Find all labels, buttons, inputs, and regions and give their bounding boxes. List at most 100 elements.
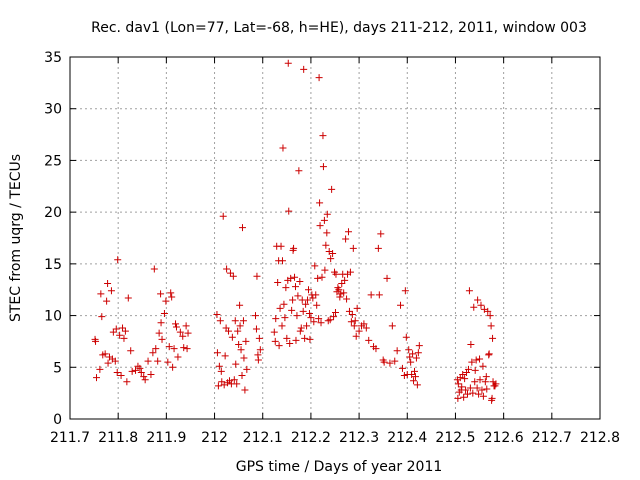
data-point bbox=[412, 354, 420, 362]
data-point bbox=[233, 380, 241, 388]
data-point bbox=[485, 350, 493, 358]
data-point bbox=[98, 313, 106, 321]
data-point bbox=[287, 274, 295, 282]
data-point bbox=[470, 303, 478, 311]
data-point bbox=[342, 235, 350, 243]
data-point bbox=[472, 356, 480, 364]
x-tick-label: 212.7 bbox=[532, 430, 572, 446]
plot-frame bbox=[69, 56, 601, 420]
data-point bbox=[147, 371, 155, 379]
data-point bbox=[304, 296, 312, 304]
x-tick-label: 212.3 bbox=[339, 430, 379, 446]
data-point bbox=[172, 323, 180, 331]
data-point bbox=[386, 359, 394, 367]
data-point bbox=[483, 385, 491, 393]
x-tick-label: 212.5 bbox=[435, 430, 475, 446]
data-point bbox=[345, 307, 353, 315]
data-point bbox=[124, 294, 132, 302]
x-tick-label: 212.6 bbox=[484, 430, 524, 446]
data-point bbox=[320, 216, 328, 224]
data-point bbox=[458, 383, 466, 391]
data-point bbox=[239, 317, 247, 325]
data-point bbox=[292, 336, 300, 344]
data-point bbox=[283, 334, 291, 342]
data-point bbox=[338, 280, 346, 288]
data-point bbox=[476, 355, 484, 363]
data-point bbox=[335, 286, 343, 294]
data-point bbox=[123, 378, 131, 386]
data-point bbox=[464, 365, 472, 373]
data-point bbox=[324, 317, 332, 325]
data-point bbox=[157, 319, 165, 327]
y-tick-label: 10 bbox=[44, 309, 62, 325]
data-point bbox=[229, 272, 237, 280]
data-point bbox=[236, 301, 244, 309]
data-point bbox=[215, 362, 223, 370]
data-point bbox=[454, 380, 462, 388]
data-point bbox=[305, 310, 313, 318]
data-point bbox=[101, 350, 109, 358]
data-point bbox=[232, 360, 240, 368]
data-point bbox=[344, 228, 352, 236]
data-point bbox=[322, 241, 330, 249]
data-point bbox=[277, 242, 285, 250]
data-point bbox=[467, 341, 475, 349]
data-point bbox=[327, 255, 335, 263]
data-point bbox=[172, 320, 180, 328]
data-point bbox=[121, 327, 129, 335]
data-point bbox=[336, 293, 344, 301]
data-point bbox=[300, 65, 308, 73]
data-point bbox=[305, 286, 312, 294]
data-point bbox=[109, 328, 117, 336]
data-point bbox=[107, 287, 115, 295]
data-point bbox=[120, 334, 128, 342]
data-point bbox=[132, 366, 140, 374]
data-point bbox=[225, 327, 233, 335]
data-point bbox=[481, 378, 489, 386]
data-point bbox=[180, 344, 188, 352]
data-point bbox=[270, 328, 278, 336]
x-tick-label: 212 bbox=[201, 430, 228, 446]
data-point bbox=[136, 364, 144, 372]
axis-ticks bbox=[69, 56, 601, 420]
data-point bbox=[367, 291, 375, 299]
data-point bbox=[478, 386, 486, 394]
data-point bbox=[377, 230, 385, 238]
chart-title: Rec. dav1 (Lon=77, Lat=-68, h=HE), days … bbox=[91, 20, 587, 36]
data-point bbox=[184, 329, 192, 337]
data-point bbox=[293, 312, 301, 320]
data-point bbox=[291, 273, 299, 281]
data-point bbox=[326, 316, 334, 324]
data-point bbox=[275, 342, 283, 350]
y-tick-labels: 0 5 10 15 20 25 30 35 bbox=[44, 50, 62, 428]
data-point bbox=[281, 314, 289, 322]
y-tick-label: 25 bbox=[44, 153, 62, 169]
data-point bbox=[465, 287, 473, 295]
data-point bbox=[290, 244, 298, 252]
data-point bbox=[128, 367, 136, 375]
data-point bbox=[168, 293, 176, 301]
data-point bbox=[279, 144, 287, 152]
data-point bbox=[307, 314, 315, 322]
data-point bbox=[318, 273, 326, 281]
y-tick-label: 15 bbox=[44, 257, 62, 273]
data-point bbox=[464, 390, 471, 398]
data-point bbox=[365, 336, 373, 344]
data-point bbox=[238, 224, 246, 232]
data-point bbox=[471, 378, 479, 386]
data-point bbox=[408, 371, 416, 379]
x-tick-labels: 211.7 211.8 211.9 212 212.1 212.2 212.3 212.4 21… bbox=[50, 430, 620, 446]
data-point bbox=[362, 324, 370, 332]
data-point bbox=[274, 278, 282, 286]
data-point bbox=[183, 345, 191, 353]
data-point bbox=[475, 390, 483, 398]
data-point bbox=[213, 349, 221, 357]
data-point bbox=[165, 343, 173, 351]
data-point bbox=[486, 312, 494, 320]
data-point bbox=[253, 272, 261, 280]
data-point bbox=[347, 318, 355, 326]
data-point bbox=[310, 318, 318, 326]
data-point bbox=[282, 284, 290, 292]
data-point bbox=[350, 322, 358, 330]
data-point bbox=[243, 365, 251, 373]
